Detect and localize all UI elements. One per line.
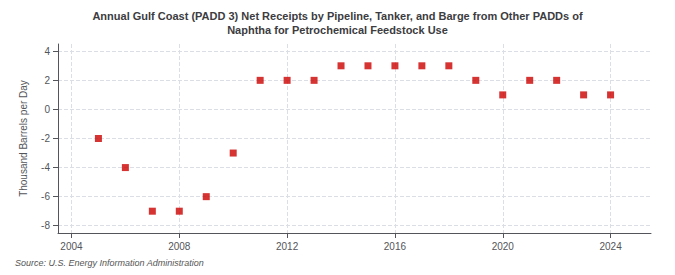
svg-text:-4: -4 [41,162,50,173]
svg-text:2016: 2016 [384,241,407,252]
svg-text:-8: -8 [41,220,50,231]
svg-text:2004: 2004 [60,241,83,252]
svg-text:2024: 2024 [599,241,622,252]
svg-text:2012: 2012 [276,241,299,252]
svg-text:-2: -2 [41,133,50,144]
svg-text:0: 0 [44,104,50,115]
svg-text:Annual Gulf Coast (PADD 3) Net: Annual Gulf Coast (PADD 3) Net Receipts … [92,10,583,22]
svg-text:2020: 2020 [492,241,515,252]
svg-text:2008: 2008 [168,241,191,252]
svg-text:2: 2 [44,75,50,86]
svg-text:Naphtha for Petrochemical Feed: Naphtha for Petrochemical Feedstock Use [227,24,448,36]
svg-text:-6: -6 [41,191,50,202]
svg-text:4: 4 [44,46,50,57]
svg-text:Source: U.S. Energy Informatio: Source: U.S. Energy Information Administ… [15,258,204,268]
svg-text:Thousand Barrels per Day: Thousand Barrels per Day [18,80,29,197]
